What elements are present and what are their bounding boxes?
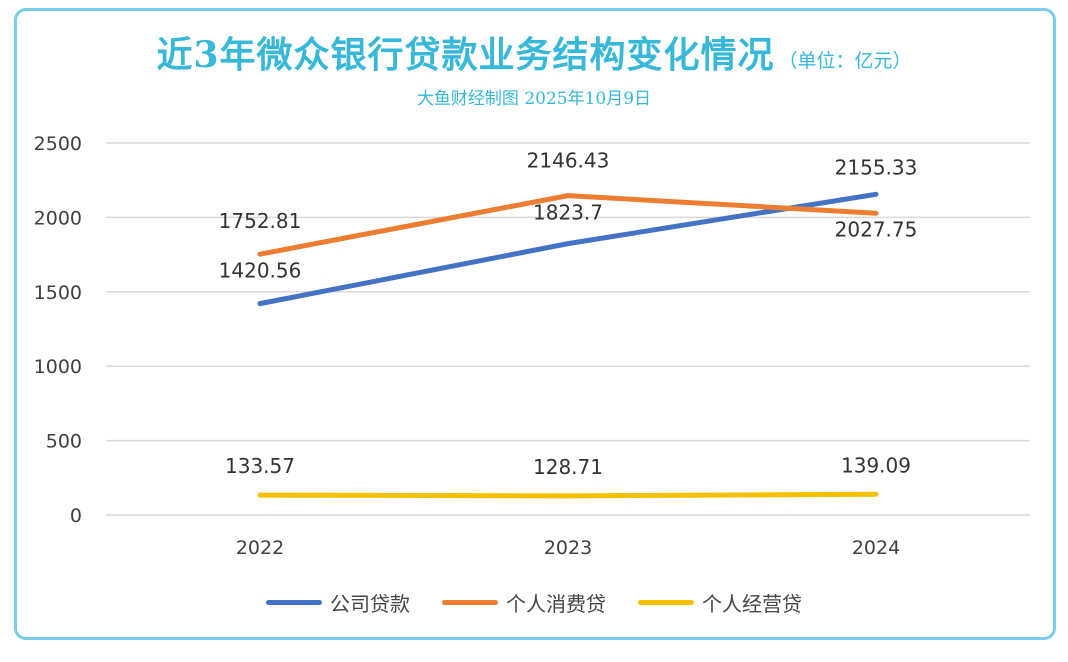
y-tick-label: 2000 — [34, 207, 82, 229]
x-axis: 2022 2023 2024 — [236, 537, 900, 559]
legend-item: 个人消费贷 — [442, 588, 606, 617]
y-axis: 0 500 1000 1500 2000 2500 — [34, 133, 82, 527]
grid — [106, 142, 1030, 516]
y-tick-label: 1000 — [34, 356, 82, 378]
chart-frame — [14, 8, 1056, 640]
series-line — [257, 193, 879, 257]
x-tick-label: 2023 — [544, 537, 592, 559]
y-tick-label: 0 — [70, 505, 82, 527]
data-label: 2155.33 — [835, 155, 918, 179]
data-labels: 1420.56 1823.7 2155.33 1752.81 2146.43 2027.7… — [219, 149, 918, 479]
legend-swatch — [638, 600, 694, 605]
legend: 公司贷款 个人消费贷 个人经营贷 — [0, 588, 1068, 617]
y-tick-label: 2500 — [34, 133, 82, 155]
series-line — [257, 191, 879, 307]
data-label: 128.71 — [533, 455, 603, 479]
legend-swatch — [266, 600, 322, 605]
data-label: 139.09 — [841, 453, 911, 477]
legend-label: 个人消费贷 — [506, 592, 606, 616]
x-tick-label: 2022 — [236, 537, 284, 559]
data-label: 1823.7 — [533, 201, 603, 225]
data-label: 1752.81 — [219, 209, 302, 233]
legend-item: 公司贷款 — [266, 588, 410, 617]
series-lines — [257, 191, 879, 499]
data-label: 2146.43 — [527, 149, 610, 173]
legend-label: 公司贷款 — [330, 592, 410, 616]
legend-swatch — [442, 600, 498, 605]
chart-title: 近3年微众银行贷款业务结构变化情况 — [156, 34, 775, 76]
x-tick-label: 2024 — [852, 537, 900, 559]
chart-unit: （单位：亿元） — [778, 50, 912, 72]
chart-title-row: 近3年微众银行贷款业务结构变化情况 （单位：亿元） — [0, 26, 1068, 78]
legend-item: 个人经营贷 — [638, 588, 802, 617]
data-label: 133.57 — [225, 454, 295, 478]
data-label: 2027.75 — [835, 217, 918, 241]
chart-subtitle: 大鱼财经制图 2025年10月9日 — [416, 89, 652, 109]
y-tick-label: 1500 — [34, 282, 82, 304]
y-tick-label: 500 — [46, 431, 82, 453]
data-label: 1420.56 — [219, 259, 302, 283]
series-line — [257, 491, 879, 499]
legend-label: 个人经营贷 — [702, 592, 802, 616]
